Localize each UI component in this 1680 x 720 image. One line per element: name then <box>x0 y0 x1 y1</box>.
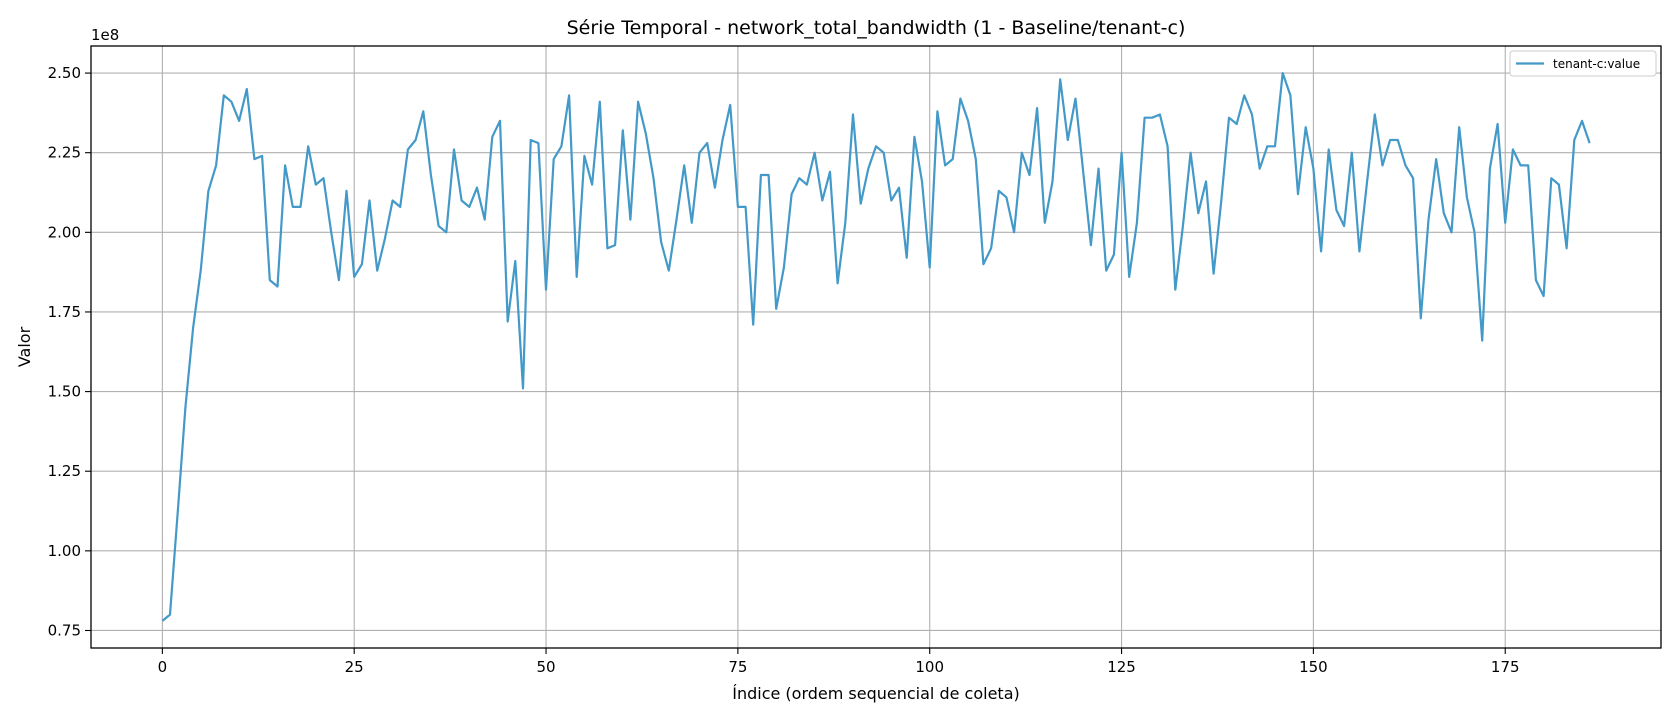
x-tick-label: 125 <box>1107 658 1136 676</box>
y-axis-ticks: 0.75 1.00 1.25 1.50 1.75 2.00 2.25 2.50 <box>48 64 91 639</box>
x-tick-label: 25 <box>345 658 364 676</box>
x-tick-label: 100 <box>915 658 944 676</box>
y-tick-label: 1.25 <box>48 462 81 480</box>
x-axis-ticks: 0 25 50 75 100 125 150 175 <box>158 648 1520 676</box>
legend: tenant-c:value <box>1509 50 1657 77</box>
x-axis-label: Índice (ordem sequencial de coleta) <box>732 684 1020 703</box>
x-tick-label: 175 <box>1491 658 1520 676</box>
x-tick-label: 150 <box>1299 658 1328 676</box>
y-tick-label: 2.25 <box>48 144 81 162</box>
x-tick-label: 75 <box>728 658 747 676</box>
y-grid <box>91 72 1661 632</box>
y-tick-label: 1.50 <box>48 383 81 401</box>
plot-frame <box>90 45 1662 649</box>
y-tick-label: 2.00 <box>48 223 81 241</box>
chart-title: Série Temporal - network_total_bandwidth… <box>567 17 1186 39</box>
y-tick-label: 2.50 <box>48 64 81 82</box>
y-tick-label: 1.00 <box>48 542 81 560</box>
series-points <box>162 72 1590 622</box>
y-tick-label: 0.75 <box>48 621 81 639</box>
legend-box <box>1509 50 1657 77</box>
x-grid <box>161 46 1506 648</box>
x-tick-label: 0 <box>158 658 168 676</box>
y-offset-label: 1e8 <box>91 26 119 44</box>
x-tick-label: 50 <box>536 658 555 676</box>
legend-label: tenant-c:value <box>1553 57 1640 71</box>
y-axis-label: Valor <box>15 326 34 367</box>
y-tick-label: 1.75 <box>48 303 81 321</box>
